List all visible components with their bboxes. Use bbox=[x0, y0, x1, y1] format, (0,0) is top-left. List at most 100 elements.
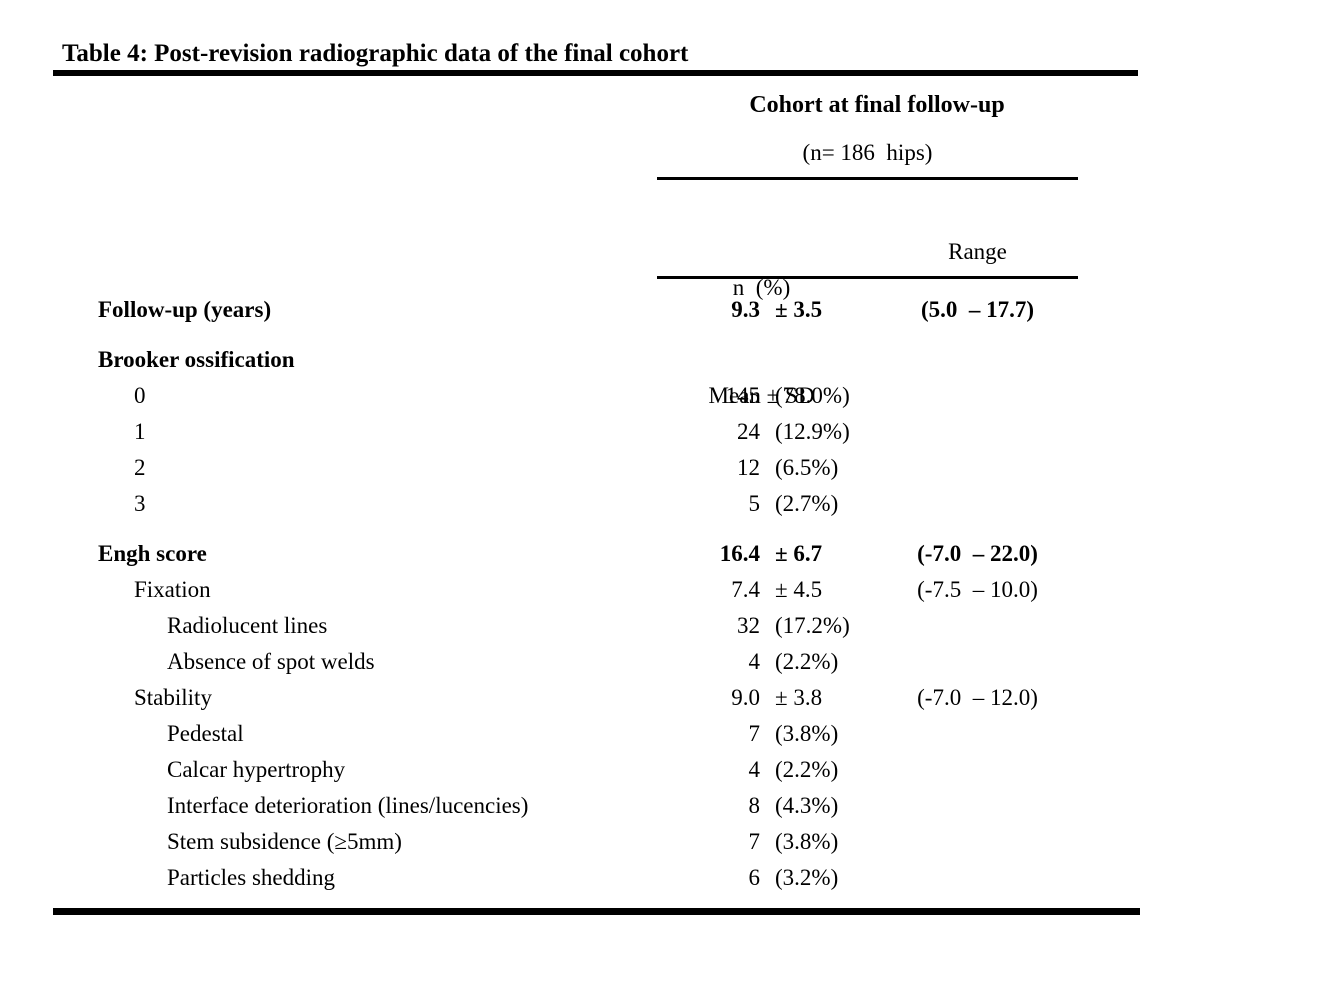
row-aux-value: (2.7%) bbox=[775, 491, 839, 516]
table-row: Pedestal 7 (3.8%) bbox=[53, 716, 1140, 752]
column-spacer bbox=[760, 752, 775, 788]
row-aux-value: ± 3.8 bbox=[775, 685, 823, 710]
column-spacer bbox=[760, 788, 775, 824]
table-row: Interface deterioration (lines/lucencies… bbox=[53, 788, 1140, 824]
column-spacer bbox=[760, 378, 775, 414]
column-spacer bbox=[760, 716, 775, 752]
row-range bbox=[870, 824, 1085, 860]
row-value: 32 bbox=[737, 613, 760, 638]
stat-column-header: n (%) Mean ± SD bbox=[653, 198, 870, 486]
row-value: 4 bbox=[748, 649, 761, 674]
row-label: Fixation bbox=[134, 577, 211, 602]
row-aux-value: ± 6.7 bbox=[775, 541, 823, 566]
table-row: Calcar hypertrophy 4 (2.2%) bbox=[53, 752, 1140, 788]
row-label: 2 bbox=[134, 455, 146, 480]
row-range bbox=[870, 342, 1085, 378]
row-range bbox=[870, 414, 1085, 450]
column-spacer bbox=[760, 536, 775, 572]
row-value: 12 bbox=[737, 455, 760, 480]
column-spacer bbox=[760, 608, 775, 644]
row-value: 16.4 bbox=[719, 541, 760, 566]
row-value: 145 bbox=[725, 383, 761, 408]
table-row: Radiolucent lines 32 (17.2%) bbox=[53, 608, 1140, 644]
row-range bbox=[870, 608, 1085, 644]
row-label: Stem subsidence (≥5mm) bbox=[167, 829, 402, 854]
table-row: 2 12 (6.5%) bbox=[53, 450, 1140, 486]
table4: Table 4: Post-revision radiographic data… bbox=[53, 0, 1143, 986]
row-value: 9.3 bbox=[731, 297, 760, 322]
column-group-subheader: (n= 186 hips) bbox=[802, 140, 933, 165]
row-label: Absence of spot welds bbox=[167, 649, 375, 674]
column-spacer bbox=[760, 860, 775, 896]
row-aux-value: (78.0%) bbox=[775, 383, 850, 408]
header-rule-lower bbox=[657, 276, 1078, 279]
row-label: 1 bbox=[134, 419, 146, 444]
table-row: Follow-up (years) 9.3 ± 3.5 (5.0 – 17.7) bbox=[53, 292, 1140, 328]
stat-header-line1: n (%) bbox=[732, 275, 791, 300]
row-value: 5 bbox=[748, 491, 761, 516]
row-range bbox=[870, 378, 1085, 414]
column-spacer bbox=[760, 292, 775, 328]
row-aux-value: (3.2%) bbox=[775, 865, 839, 890]
table-row: 0 145 (78.0%) bbox=[53, 378, 1140, 414]
row-aux-value: (4.3%) bbox=[775, 793, 839, 818]
table-title: Table 4: Post-revision radiographic data… bbox=[62, 40, 689, 67]
column-spacer bbox=[760, 486, 775, 522]
row-range bbox=[870, 788, 1085, 824]
bottom-rule bbox=[53, 908, 1140, 915]
row-aux-value: (3.8%) bbox=[775, 829, 839, 854]
row-aux-value: (2.2%) bbox=[775, 757, 839, 782]
column-spacer bbox=[760, 342, 775, 378]
table-row: Particles shedding 6 (3.2%) bbox=[53, 860, 1140, 896]
row-range: (-7.5 – 10.0) bbox=[917, 577, 1038, 602]
column-spacer bbox=[760, 644, 775, 680]
row-aux-value: ± 3.5 bbox=[775, 297, 823, 322]
table-row: 1 24 (12.9%) bbox=[53, 414, 1140, 450]
row-value: 24 bbox=[737, 419, 760, 444]
row-aux-value: (6.5%) bbox=[775, 455, 839, 480]
row-aux-value: (12.9%) bbox=[775, 419, 850, 444]
table-row: Stability 9.0 ± 3.8 (-7.0 – 12.0) bbox=[53, 680, 1140, 716]
row-label: Engh score bbox=[98, 541, 207, 566]
table-row: Absence of spot welds 4 (2.2%) bbox=[53, 644, 1140, 680]
row-range: (5.0 – 17.7) bbox=[920, 297, 1035, 322]
column-group-header: Cohort at final follow-up bbox=[749, 92, 1005, 118]
column-spacer bbox=[760, 680, 775, 716]
row-label: Stability bbox=[134, 685, 212, 710]
row-label: Particles shedding bbox=[167, 865, 335, 890]
row-value: 9.0 bbox=[731, 685, 760, 710]
row-value: 6 bbox=[748, 865, 761, 890]
row-range bbox=[870, 716, 1085, 752]
row-label: Brooker ossification bbox=[98, 347, 295, 372]
row-range: (-7.0 – 12.0) bbox=[917, 685, 1038, 710]
range-column-header: Range bbox=[948, 239, 1007, 264]
table-row: Brooker ossification bbox=[53, 342, 1140, 378]
row-aux-value: (3.8%) bbox=[775, 721, 839, 746]
column-spacer bbox=[760, 572, 775, 608]
row-value: 7 bbox=[748, 829, 761, 854]
table-row: Stem subsidence (≥5mm) 7 (3.8%) bbox=[53, 824, 1140, 860]
row-aux-value bbox=[775, 342, 870, 378]
row-label: Follow-up (years) bbox=[98, 297, 272, 322]
row-label: 0 bbox=[134, 383, 146, 408]
row-value: 7 bbox=[748, 721, 761, 746]
top-rule bbox=[53, 70, 1138, 76]
table-row: Fixation 7.4 ± 4.5 (-7.5 – 10.0) bbox=[53, 572, 1140, 608]
row-label: 3 bbox=[134, 491, 146, 516]
row-range bbox=[870, 752, 1085, 788]
column-spacer bbox=[760, 414, 775, 450]
row-value: 7.4 bbox=[731, 577, 760, 602]
row-aux-value: ± 4.5 bbox=[775, 577, 823, 602]
row-label: Pedestal bbox=[167, 721, 244, 746]
row-aux-value: (17.2%) bbox=[775, 613, 850, 638]
row-range bbox=[870, 860, 1085, 896]
row-value: 4 bbox=[748, 757, 761, 782]
row-value: 8 bbox=[748, 793, 761, 818]
row-aux-value: (2.2%) bbox=[775, 649, 839, 674]
table-row: 3 5 (2.7%) bbox=[53, 486, 1140, 522]
table-body: Follow-up (years) 9.3 ± 3.5 (5.0 – 17.7)… bbox=[53, 292, 1140, 896]
row-label: Radiolucent lines bbox=[167, 613, 328, 638]
header-rule-upper bbox=[657, 177, 1078, 180]
row-range bbox=[870, 450, 1085, 486]
